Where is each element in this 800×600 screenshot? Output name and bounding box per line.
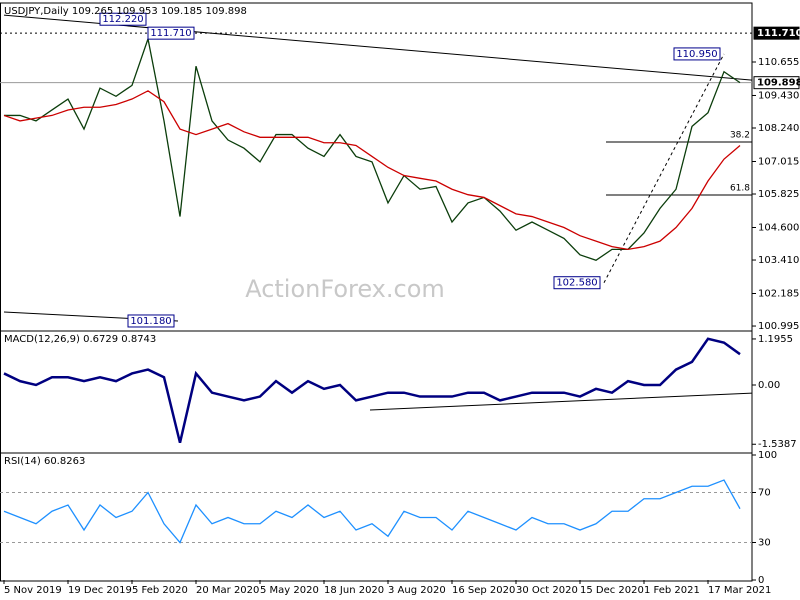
y-tick-label: -1.5387 [758, 439, 797, 450]
series-line [3, 90, 741, 251]
x-tick-label: 1 Feb 2021 [644, 585, 700, 596]
y-tick-label: 104.600 [758, 222, 799, 233]
x-tick-label: 30 Oct 2020 [516, 585, 578, 596]
y-tick-label: 105.825 [758, 189, 799, 200]
price-label-box [127, 314, 175, 328]
y-tick-label: 103.410 [758, 255, 799, 266]
panel-title: USDJPY,Daily 109.265 109.953 109.185 109… [4, 6, 247, 17]
x-tick-label: 19 Dec 2019 [68, 585, 132, 596]
y-tick-label: 102.185 [758, 289, 799, 300]
series-line [4, 36, 741, 262]
price-label-box [673, 47, 721, 61]
x-tick-label: 16 Sep 2020 [452, 585, 515, 596]
y-tick-label: 0 [758, 575, 764, 586]
h-line-tag [753, 76, 800, 90]
trendline [369, 392, 753, 411]
fib-label: 61.8 [730, 183, 750, 193]
y-tick-label: 100 [758, 450, 777, 461]
y-tick-label: 100.995 [758, 321, 799, 332]
y-tick-label: 30 [758, 538, 771, 549]
x-tick-label: 5 May 2020 [260, 585, 319, 596]
h-line-label: 111.710 [757, 28, 800, 39]
x-tick-label: 15 Dec 2020 [580, 585, 644, 596]
panel-title: RSI(14) 60.8263 [4, 456, 85, 467]
panel-title: MACD(12,26,9) 0.6729 0.8743 [4, 334, 156, 345]
price-label-box [99, 12, 147, 26]
series-line [3, 479, 741, 544]
price-label-box [553, 276, 601, 290]
y-tick-label: 70 [758, 488, 771, 499]
x-tick-label: 5 Nov 2019 [4, 585, 62, 596]
watermark: ActionForex.com [245, 275, 445, 303]
price-label: 102.580 [556, 278, 597, 289]
y-tick-label: 109.430 [758, 90, 799, 101]
y-tick-label: 110.655 [758, 57, 799, 68]
x-tick-label: 17 Mar 2021 [708, 585, 771, 596]
price-label: 111.710 [150, 28, 191, 39]
y-tick-label: 0.00 [758, 380, 780, 391]
x-tick-label: 5 Feb 2020 [132, 585, 188, 596]
h-line-label: 109.898 [757, 78, 800, 89]
x-tick-label: 18 Jun 2020 [324, 585, 384, 596]
price-label: 112.220 [102, 14, 143, 25]
x-tick-label: 3 Aug 2020 [388, 585, 446, 596]
panel-frame [0, 452, 753, 582]
trendline [603, 53, 725, 283]
y-tick-label: 108.240 [758, 123, 799, 134]
y-tick-label: 1.1955 [758, 334, 793, 345]
price-label: 110.950 [676, 49, 717, 60]
series-line [3, 337, 741, 444]
trendline [3, 14, 753, 81]
fib-label: 38.2 [730, 130, 750, 140]
y-tick-label: 107.015 [758, 156, 799, 167]
h-line-tag [753, 26, 800, 40]
price-label: 101.180 [130, 316, 171, 327]
price-label-box [147, 26, 195, 40]
x-tick-label: 20 Mar 2020 [196, 585, 259, 596]
